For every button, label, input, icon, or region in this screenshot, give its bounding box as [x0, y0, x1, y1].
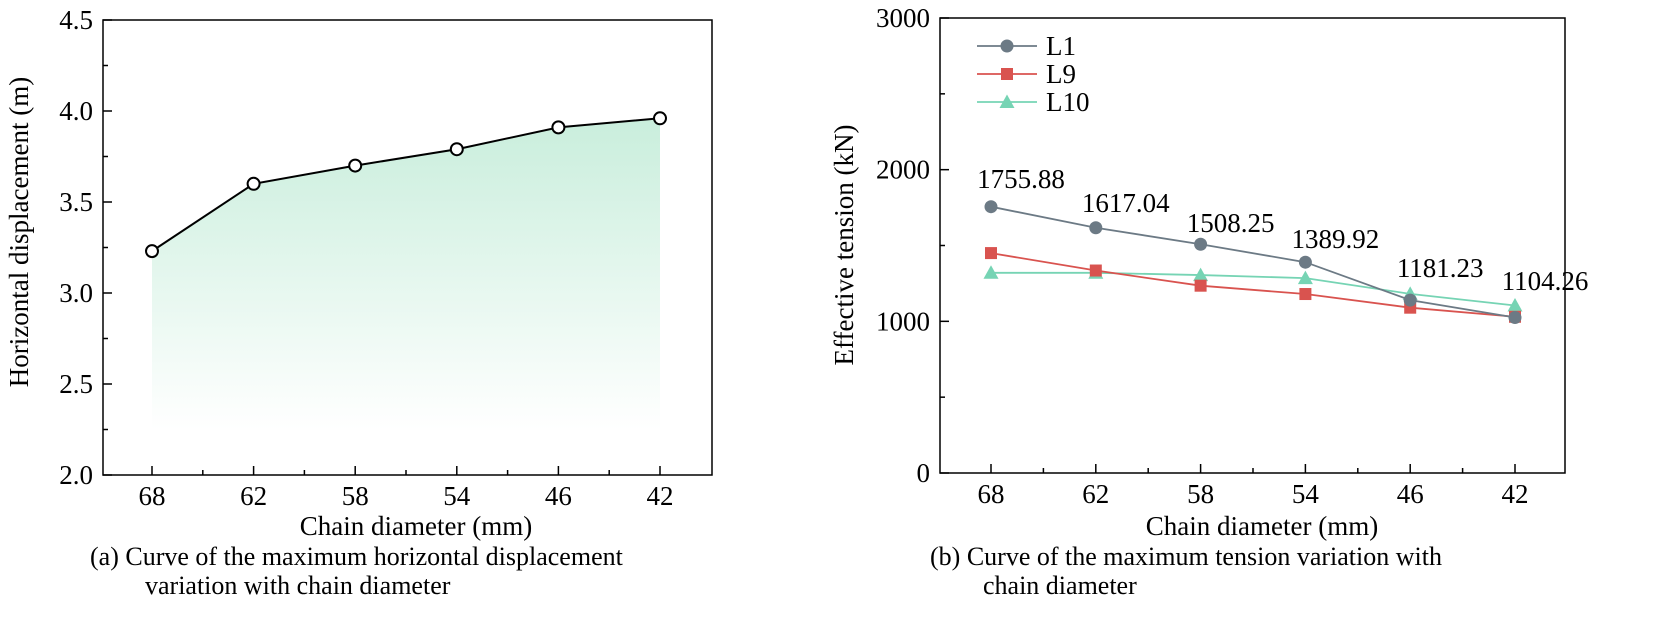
chart-b-caption-line1: (b) Curve of the maximum tension variati…	[930, 542, 1442, 571]
chart-b-y-axis-title: Effective tension (kN)	[829, 125, 859, 366]
chart-b-point-l1	[1403, 293, 1417, 307]
chart-b-series-line-l9	[990, 252, 1516, 318]
chart-a-point	[145, 244, 159, 259]
chart-a-caption-line1: (a) Curve of the maximum horizontal disp…	[90, 542, 624, 571]
chart-b-caption-line2: chain diameter	[983, 571, 1137, 600]
chart-b-data-label: 1389.92	[1292, 224, 1380, 254]
chart-b-point-l9	[1299, 288, 1312, 301]
chart-b-x-tick-label: 68	[978, 479, 1005, 509]
chart-b-point-l9	[985, 247, 997, 260]
chart-b-point-l1	[1298, 255, 1312, 269]
chart-a-y-tick-label: 3.5	[59, 187, 93, 217]
chart-b-y-tick-label: 1000	[876, 306, 930, 336]
chart-b-y-tick-label: 2000	[876, 155, 930, 185]
chart-b-data-label: 1617.04	[1082, 188, 1170, 218]
chart-b-x-axis-title: Chain diameter (mm)	[1146, 511, 1378, 541]
chart-a-x-tick-label: 42	[647, 481, 674, 511]
chart-a-y-tick-label: 2.0	[59, 460, 93, 490]
chart-b-x-tick-label: 62	[1082, 479, 1109, 509]
chart-a-point	[551, 120, 566, 135]
chart-b-point-l10	[983, 265, 999, 279]
chart-b-legend-label-l9: L9	[1046, 59, 1076, 89]
chart-b-x-tick-label: 46	[1397, 479, 1424, 509]
chart-b-point-l1	[1508, 311, 1522, 325]
chart-b-x-tick-label: 42	[1502, 479, 1529, 509]
chart-a-y-tick-label: 3.0	[59, 278, 93, 308]
chart-b-data-label: 1181.23	[1397, 253, 1484, 283]
chart-a-y-tick-label: 2.5	[59, 369, 93, 399]
chart-b-point-l1	[1194, 237, 1208, 251]
chart-b-point-l9	[1089, 264, 1102, 277]
chart-a-y-tick-label: 4.0	[59, 96, 93, 126]
chart-b-ticks	[940, 17, 1516, 474]
chart-b-legend-marker-l9	[1001, 68, 1013, 80]
chart-b-y-tick-labels: 0 1000 2000 3000	[876, 3, 930, 488]
chart-b-point-l10	[1193, 267, 1209, 282]
chart-b-point-l10	[1507, 298, 1523, 312]
chart-b-point-l10	[1297, 270, 1313, 285]
chart-b-legend-marker-l1	[1000, 39, 1014, 53]
chart-a-x-tick-label: 68	[139, 481, 166, 511]
chart-b-legend-label-l10: L10	[1046, 87, 1090, 117]
chart-a: 2.0 2.5 3.0 3.5 4.0 4.5 68 62 58 54 46 42 Horizont…	[4, 5, 713, 600]
chart-b-point-l9	[1194, 279, 1207, 292]
chart-a-x-tick-labels: 68 62 58 54 46 42	[139, 481, 674, 511]
chart-a-series-line	[151, 117, 661, 252]
chart-a-y-tick-label: 4.5	[59, 5, 93, 35]
chart-b: 0 1000 2000 3000 68 62 58 54 46 42 1755.88 1617.0…	[829, 3, 1588, 600]
chart-b-y-tick-label: 0	[917, 458, 931, 488]
chart-a-points	[145, 111, 667, 259]
chart-a-point	[246, 176, 261, 191]
chart-b-data-label: 1104.26	[1502, 266, 1589, 296]
chart-b-data-label: 1755.88	[977, 164, 1065, 194]
chart-b-series-line-l1	[990, 205, 1516, 319]
chart-b-y-tick-label: 3000	[876, 3, 930, 33]
chart-a-x-axis-title: Chain diameter (mm)	[300, 511, 532, 541]
chart-a-point	[449, 142, 464, 157]
chart-b-x-tick-labels: 68 62 58 54 46 42	[978, 479, 1529, 509]
chart-b-series-line-l10	[991, 271, 1516, 307]
chart-a-caption-line2: variation with chain diameter	[145, 571, 451, 600]
chart-a-y-tick-labels: 2.0 2.5 3.0 3.5 4.0 4.5	[59, 5, 93, 490]
chart-a-x-tick-label: 54	[443, 481, 471, 511]
chart-b-series	[983, 200, 1523, 325]
chart-a-point	[348, 158, 363, 173]
chart-a-point	[653, 111, 667, 126]
chart-b-data-labels: 1755.88 1617.04 1508.25 1389.92 1181.23 1104.…	[977, 164, 1588, 296]
chart-a-x-tick-label: 58	[342, 481, 369, 511]
chart-a-x-tick-label: 46	[545, 481, 572, 511]
chart-b-legend-marker-l10	[999, 94, 1015, 108]
chart-a-ticks	[103, 19, 661, 476]
chart-b-data-label: 1508.25	[1187, 208, 1275, 238]
chart-b-x-tick-label: 58	[1187, 479, 1214, 509]
chart-a-y-axis-title: Horizontal displacement (m)	[4, 77, 34, 387]
chart-b-plot-frame	[939, 17, 1566, 474]
chart-a-x-tick-label: 62	[240, 481, 267, 511]
chart-b-point-l1	[1089, 221, 1103, 235]
chart-b-legend-label-l1: L1	[1046, 31, 1076, 61]
chart-a-area-fill	[152, 118, 660, 430]
chart-b-x-tick-label: 54	[1292, 479, 1320, 509]
chart-b-point-l1	[984, 200, 998, 214]
